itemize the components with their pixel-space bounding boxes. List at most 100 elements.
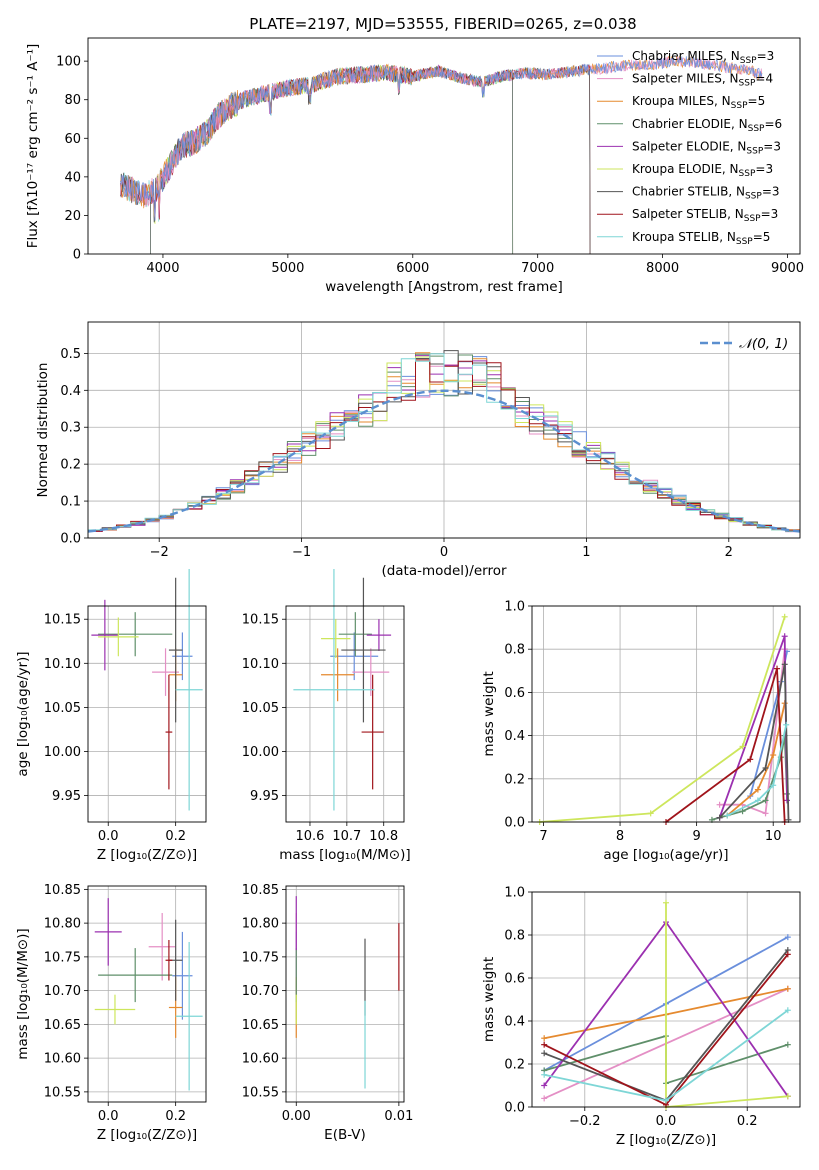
y-tick-label: 10.70 bbox=[242, 984, 279, 999]
y-tick-label: 10.85 bbox=[44, 883, 81, 898]
x-tick-label: 5000 bbox=[271, 261, 304, 276]
x-tick-label: 0 bbox=[440, 545, 448, 560]
y-tick-label: 0.2 bbox=[504, 1058, 525, 1073]
legend-value: =3 bbox=[755, 162, 773, 176]
spectrum-lines bbox=[120, 55, 763, 254]
y-tick-label: 10.80 bbox=[242, 917, 279, 932]
legend-label: Salpeter STELIB, NSSP=3 bbox=[632, 207, 778, 224]
y-tick-label: 10.05 bbox=[44, 701, 81, 716]
legend-value: =6 bbox=[764, 117, 782, 131]
x-tick-label: 6000 bbox=[396, 261, 429, 276]
y-tick-label: 0.6 bbox=[504, 686, 525, 701]
y-tick-label: 0.2 bbox=[60, 458, 81, 473]
legend-subscript: SSP bbox=[740, 56, 757, 66]
x-tick-label: 10.6 bbox=[295, 829, 324, 844]
weight-series bbox=[726, 703, 786, 817]
legend-label: Chabrier MILES, NSSP=3 bbox=[632, 49, 774, 66]
x-axis-label: Z [log₁₀(Z/Z⊙)] bbox=[97, 847, 197, 863]
y-tick-label: 9.95 bbox=[250, 789, 279, 804]
histogram-series bbox=[88, 353, 800, 532]
legend-text: Salpeter ELODIE, N bbox=[632, 139, 746, 153]
x-axis-label: E(B-V) bbox=[324, 1127, 366, 1143]
y-tick-label: 0.8 bbox=[504, 643, 525, 658]
weight-series bbox=[726, 724, 788, 817]
y-tick-label: 0.4 bbox=[60, 384, 81, 399]
y-tick-label: 80 bbox=[64, 93, 81, 108]
y-tick-label: 10.60 bbox=[44, 1052, 81, 1067]
y-tick-label: 1.0 bbox=[504, 886, 525, 901]
error-bars bbox=[293, 568, 392, 811]
x-tick-label: 0.0 bbox=[98, 829, 119, 844]
age-vs-mass-panel: 10.6 10.7 10.8 9.95 10.00 10.05 10.10 10.15 mass… bbox=[242, 568, 411, 863]
legend-text: Kroupa ELODIE, N bbox=[632, 162, 739, 176]
normal-curve bbox=[87, 389, 801, 533]
residual-histogram-panel: −2 −1 0 1 2 0.0 0.1 0.2 0.3 0.4 0.5 (data-model)/er… bbox=[35, 321, 801, 579]
x-axis-label: Z [log₁₀(Z/Z⊙)] bbox=[616, 1132, 716, 1148]
y-tick-label: 10.75 bbox=[242, 950, 279, 965]
legend-text: Kroupa MILES, N bbox=[632, 94, 731, 108]
legend-subscript: SSP bbox=[736, 237, 753, 247]
x-tick-label: 7 bbox=[539, 829, 547, 844]
axes-frame bbox=[87, 37, 801, 255]
legend-subscript: SSP bbox=[745, 192, 762, 202]
spectrum-series bbox=[120, 64, 591, 254]
legend-text: Salpeter STELIB, N bbox=[632, 207, 744, 221]
x-tick-label: 0.01 bbox=[384, 1109, 413, 1124]
x-tick-label: 10 bbox=[765, 829, 782, 844]
legend-text: Chabrier ELODIE, N bbox=[632, 117, 748, 131]
legend-label: 𝒩(0, 1) bbox=[739, 336, 788, 352]
x-axis-label: Z [log₁₀(Z/Z⊙)] bbox=[97, 1127, 197, 1143]
mass-vs-metallicity-panel: 0.0 0.2 10.55 10.60 10.65 10.70 10.75 10.80 10.8… bbox=[15, 883, 207, 1143]
axes-frame bbox=[87, 885, 207, 1103]
y-tick-label: 10.15 bbox=[44, 613, 81, 628]
y-axis-label: Flux [fλ10⁻¹⁷ erg cm⁻² s⁻¹ A⁻¹] bbox=[25, 44, 41, 249]
y-tick-label: 10.70 bbox=[44, 984, 81, 999]
x-tick-label: 0.0 bbox=[656, 1114, 677, 1129]
y-axis-label: mass weight bbox=[481, 671, 497, 756]
y-tick-label: 40 bbox=[64, 170, 81, 185]
y-tick-label: 0.0 bbox=[504, 1101, 525, 1116]
y-axis-label: age [log₁₀(age/yr)] bbox=[15, 651, 31, 776]
y-axis-label: Normed distribution bbox=[35, 363, 51, 498]
y-tick-label: 10.75 bbox=[44, 950, 81, 965]
mass-weight-vs-age-panel: 7 8 9 10 0.0 0.2 0.4 0.6 0.8 1.0 age [log₁₀(age/yr… bbox=[481, 600, 801, 863]
y-tick-label: 0.5 bbox=[60, 347, 81, 362]
mass-vs-ebv-panel: 0.00 0.01 10.55 10.60 10.65 10.70 10.75 10.80 10… bbox=[242, 883, 414, 1143]
x-tick-label: 0.00 bbox=[282, 1109, 311, 1124]
x-tick-label: 4000 bbox=[146, 261, 179, 276]
legend: Chabrier MILES, NSSP=3 Salpeter MILES, NS… bbox=[597, 49, 782, 247]
mass-weight-vs-metallicity-panel: −0.2 0.0 0.2 0.0 0.2 0.4 0.6 0.8 1.0 Z [log₁₀(Z/Z… bbox=[481, 886, 801, 1148]
error-bars bbox=[91, 568, 203, 811]
spectrum-series bbox=[120, 64, 591, 254]
age-vs-metallicity-panel: 0.0 0.2 9.95 10.00 10.05 10.10 10.15 Z [log₁₀(Z… bbox=[15, 568, 207, 863]
y-axis-label: mass weight bbox=[481, 957, 497, 1042]
y-tick-label: 10.60 bbox=[242, 1052, 279, 1067]
legend-label: Salpeter MILES, NSSP=4 bbox=[632, 72, 773, 89]
x-axis-label: (data-model)/error bbox=[381, 563, 507, 579]
x-tick-label: −1 bbox=[292, 545, 311, 560]
x-tick-label: 0.0 bbox=[98, 1109, 119, 1124]
axes-frame bbox=[285, 885, 405, 1103]
spectrum-series bbox=[150, 64, 514, 254]
x-tick-label: 10.8 bbox=[369, 829, 398, 844]
y-tick-label: 0.6 bbox=[504, 972, 525, 987]
axes-frame bbox=[87, 605, 207, 823]
legend-text: Chabrier STELIB, N bbox=[632, 185, 745, 199]
y-tick-label: 9.95 bbox=[52, 789, 81, 804]
y-axis-label: mass [log₁₀(M/M⊙)] bbox=[15, 928, 31, 1059]
x-tick-label: −0.2 bbox=[569, 1114, 601, 1129]
chart-title: PLATE=2197, MJD=53555, FIBERID=0265, z=0… bbox=[249, 15, 636, 33]
y-tick-label: 20 bbox=[64, 209, 81, 224]
x-tick-label: 0.2 bbox=[737, 1114, 758, 1129]
y-tick-label: 10.85 bbox=[242, 883, 279, 898]
y-tick-label: 10.00 bbox=[44, 745, 81, 760]
spectrum-panel: PLATE=2197, MJD=53555, FIBERID=0265, z=0… bbox=[25, 15, 804, 295]
y-tick-label: 0 bbox=[73, 248, 81, 263]
x-axis-label: age [log₁₀(age/yr)] bbox=[603, 847, 728, 863]
x-tick-label: 1 bbox=[582, 545, 590, 560]
legend-label: Chabrier STELIB, NSSP=3 bbox=[632, 185, 780, 202]
y-tick-label: 0.1 bbox=[60, 495, 81, 510]
x-axis-label: wavelength [Angstrom, rest frame] bbox=[325, 279, 563, 295]
axes-frame bbox=[285, 605, 405, 823]
